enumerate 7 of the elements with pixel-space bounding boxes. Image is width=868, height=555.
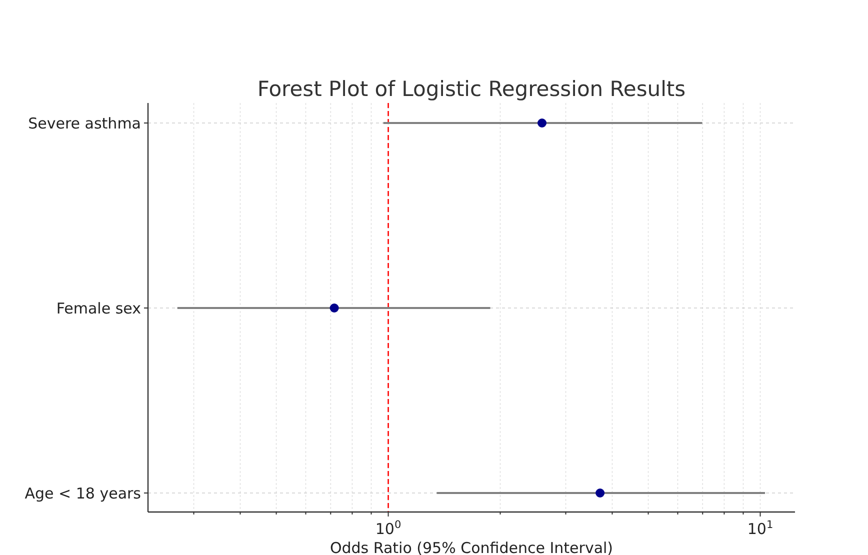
x-tick-label: 10$^{1}$	[747, 519, 774, 538]
y-tick-label: Female sex	[56, 299, 142, 318]
y-tick-label: Severe asthma	[28, 114, 141, 132]
y-tick-label: Age < 18 years	[24, 484, 142, 502]
chart-title: Forest Plot of Logistic Regression Results	[257, 77, 686, 101]
x-tick-label: 10$^{0}$	[375, 519, 402, 538]
x-axis-title: Odds Ratio (95% Confidence Interval)	[330, 539, 614, 555]
